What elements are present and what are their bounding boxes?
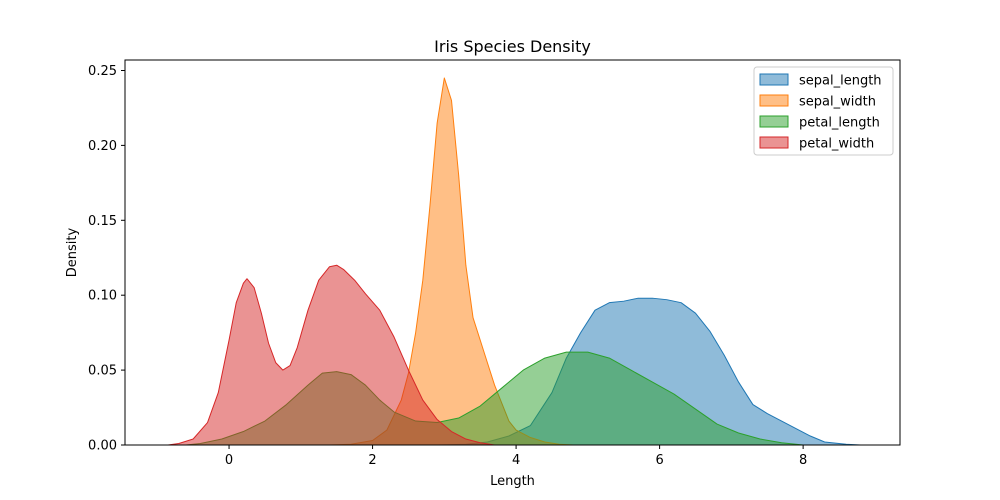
density-area-petal-width: [167, 264, 496, 446]
y-tick-label: 0.15: [88, 214, 117, 229]
legend-swatch-petal-length: [759, 115, 789, 128]
legend-label-petal-width: petal_width: [799, 137, 874, 152]
y-tick-label: 0.00: [88, 439, 117, 454]
legend-swatch-petal-width: [759, 136, 789, 149]
legend-swatch-sepal-length: [759, 73, 789, 86]
y-axis-title: Density: [65, 227, 80, 277]
legend-label-petal-length: petal_length: [799, 116, 880, 131]
x-axis: 0 2 4 6 8: [225, 445, 807, 468]
x-tick-label: 0: [225, 453, 233, 468]
legend-label-sepal-length: sepal_length: [799, 74, 882, 89]
x-tick-label: 6: [655, 453, 663, 468]
plot-areas: [167, 77, 862, 446]
x-tick-label: 8: [799, 453, 807, 468]
y-axis: 0.00 0.05 0.10 0.15 0.20 0.25: [88, 64, 125, 454]
y-tick-label: 0.20: [88, 139, 117, 154]
x-tick-label: 2: [368, 453, 376, 468]
y-tick-label: 0.10: [88, 289, 117, 304]
legend-swatch-sepal-width: [759, 94, 789, 107]
legend-box: [753, 66, 894, 156]
x-axis-title: Length: [490, 474, 535, 489]
legend-label-sepal-width: sepal_width: [799, 95, 876, 110]
y-tick-label: 0.25: [88, 64, 117, 79]
chart-title: Iris Species Density: [434, 37, 591, 56]
legend: sepal_length sepal_width petal_lengthpetal…: [753, 66, 894, 156]
x-tick-label: 4: [512, 453, 520, 468]
y-tick-label: 0.05: [88, 364, 117, 379]
plot-frame: [124, 59, 901, 446]
